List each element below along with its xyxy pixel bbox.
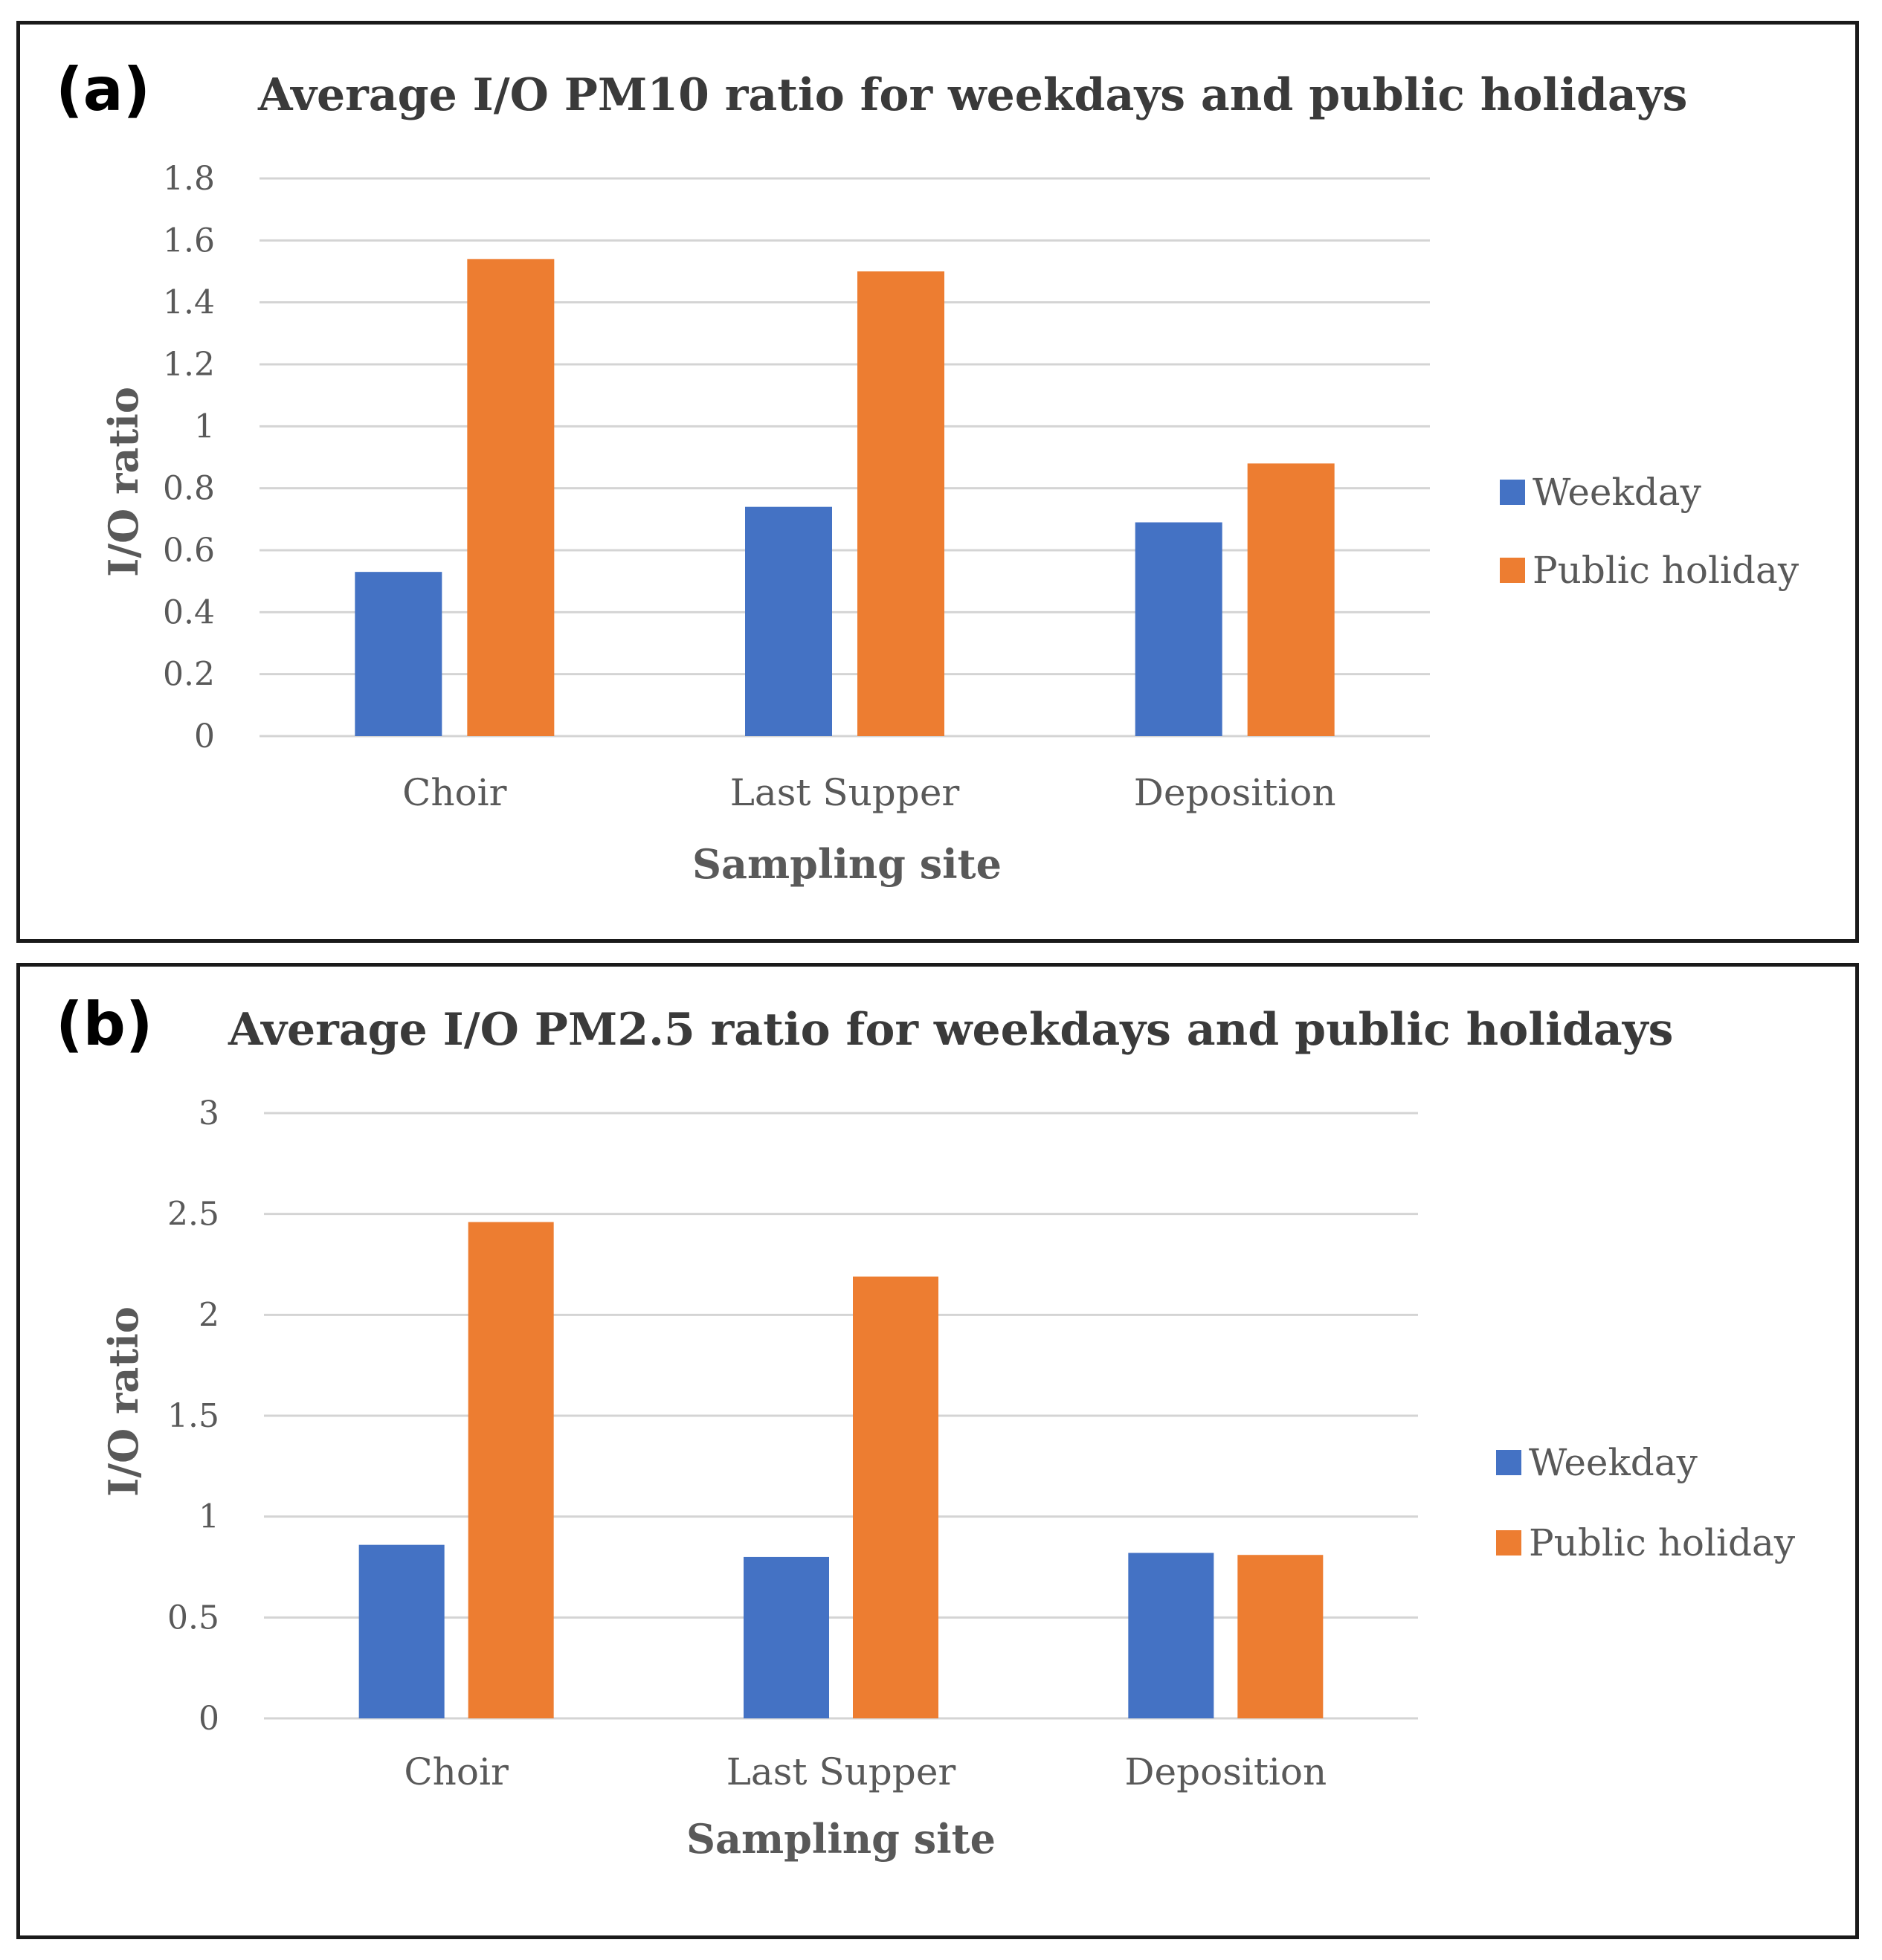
y-tick-label-b: 3 bbox=[199, 1095, 219, 1132]
bar-weekday-last-supper-b bbox=[744, 1556, 829, 1718]
y-tick-label-a: 0.2 bbox=[163, 656, 215, 694]
legend-label-weekday-b: Weekday bbox=[1529, 1441, 1698, 1484]
legend-swatch-holiday-b bbox=[1496, 1530, 1521, 1556]
legend-a: Weekday Public holiday bbox=[1500, 471, 1799, 592]
panel-label-a: (a) bbox=[56, 55, 150, 124]
y-tick-label-a: 0.4 bbox=[163, 593, 215, 631]
y-axis-title-b: I/O ratio bbox=[100, 1306, 147, 1497]
y-axis-title-a: I/O ratio bbox=[100, 387, 147, 577]
x-axis-title-a: Sampling site bbox=[692, 840, 1002, 888]
y-tick-label-b: 1.5 bbox=[167, 1397, 219, 1435]
x-category-label-deposition-a: Deposition bbox=[1134, 771, 1336, 814]
y-tick-label-a: 1.4 bbox=[163, 284, 215, 322]
y-tick-label-b: 0.5 bbox=[167, 1599, 219, 1637]
legend-swatch-holiday-a bbox=[1500, 558, 1525, 583]
y-tick-label-b: 1 bbox=[199, 1498, 219, 1536]
chart-title-b: Average I/O PM2.5 ratio for weekdays and… bbox=[228, 1004, 1673, 1056]
x-category-label-last-supper-b: Last Supper bbox=[726, 1750, 956, 1793]
plot-area-a: 0 0.2 0.4 0.6 0.8 1 1.2 1.4 1.6 1.8 Choir Last Supp… bbox=[163, 160, 1430, 814]
y-tick-label-a: 0.6 bbox=[163, 532, 215, 570]
y-tick-label-b: 2.5 bbox=[167, 1196, 219, 1234]
bar-weekday-last-supper-a bbox=[745, 506, 832, 736]
chart-panel-a: (a) Average I/O PM10 ratio for weekdays … bbox=[16, 21, 1859, 943]
y-tick-label-b: 0 bbox=[199, 1700, 219, 1738]
legend-swatch-weekday-b bbox=[1496, 1450, 1521, 1475]
legend-label-weekday-a: Weekday bbox=[1533, 471, 1702, 514]
bar-holiday-choir-b bbox=[468, 1222, 554, 1718]
x-category-label-choir-b: Choir bbox=[404, 1750, 509, 1793]
bar-weekday-choir-b bbox=[358, 1544, 445, 1718]
y-tick-label-a: 0 bbox=[194, 718, 215, 755]
bar-holiday-last-supper-b bbox=[853, 1276, 938, 1718]
chart-a-svg: (a) Average I/O PM10 ratio for weekdays … bbox=[56, 55, 1799, 888]
y-tick-label-a: 1 bbox=[194, 407, 215, 445]
legend-label-holiday-a: Public holiday bbox=[1533, 549, 1799, 592]
legend-b: Weekday Public holiday bbox=[1496, 1441, 1796, 1564]
bar-holiday-deposition-b bbox=[1237, 1555, 1324, 1718]
chart-title-a: Average I/O PM10 ratio for weekdays and … bbox=[257, 69, 1687, 121]
legend-label-holiday-b: Public holiday bbox=[1529, 1521, 1796, 1564]
x-category-label-last-supper-a: Last Supper bbox=[730, 771, 960, 814]
x-axis-title-b: Sampling site bbox=[686, 1815, 996, 1863]
bar-weekday-deposition-a bbox=[1135, 522, 1222, 736]
x-category-label-deposition-b: Deposition bbox=[1124, 1750, 1327, 1793]
y-tick-label-b: 2 bbox=[199, 1296, 219, 1334]
bar-weekday-choir-a bbox=[355, 572, 442, 736]
legend-swatch-weekday-a bbox=[1500, 480, 1525, 505]
y-tick-label-a: 1.2 bbox=[163, 346, 215, 384]
plot-area-b: 0 0.5 1 1.5 2 2.5 3 Choir Last Supper Deposition bbox=[167, 1095, 1418, 1793]
x-category-label-choir-a: Choir bbox=[402, 771, 507, 814]
y-tick-label-a: 0.8 bbox=[163, 470, 215, 508]
bar-weekday-deposition-b bbox=[1128, 1553, 1214, 1718]
chart-panel-b: (b) Average I/O PM2.5 ratio for weekdays… bbox=[16, 963, 1859, 1939]
bar-holiday-last-supper-a bbox=[857, 271, 944, 736]
y-tick-label-a: 1.8 bbox=[163, 160, 215, 198]
y-tick-label-a: 1.6 bbox=[163, 222, 215, 259]
chart-b-svg: (b) Average I/O PM2.5 ratio for weekdays… bbox=[56, 990, 1796, 1863]
panel-label-b: (b) bbox=[56, 990, 152, 1059]
bar-holiday-choir-a bbox=[467, 259, 555, 736]
bar-holiday-deposition-a bbox=[1247, 463, 1335, 736]
